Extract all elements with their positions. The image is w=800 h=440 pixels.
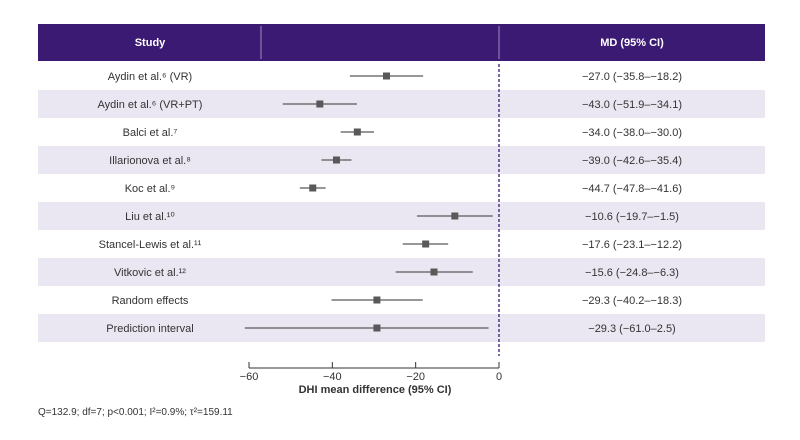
study-label: Aydin et al.⁶ (VR+PT) <box>98 99 203 111</box>
ci-value: −27.0 (−35.8–−18.2) <box>582 71 682 83</box>
study-label: Vitkovic et al.¹² <box>114 267 186 279</box>
study-label: Prediction interval <box>106 323 193 335</box>
study-label: Koc et al.⁹ <box>125 183 176 195</box>
study-row: Liu et al.¹⁰ −10.6 (−19.7–−1.5) <box>125 211 679 223</box>
study-row: Aydin et al.⁶ (VR+PT) −43.0 (−51.9–−34.1) <box>98 99 682 111</box>
point-estimate-marker <box>353 128 361 136</box>
ci-value: −29.3 (−61.0–2.5) <box>588 323 675 335</box>
ci-value: −17.6 (−23.1–−12.2) <box>582 239 682 251</box>
point-estimate-marker <box>451 212 459 220</box>
point-estimate-marker <box>422 240 430 248</box>
ci-value: −43.0 (−51.9–−34.1) <box>582 99 682 111</box>
point-estimate-marker <box>333 156 340 164</box>
ci-value: −44.7 (−47.8–−41.6) <box>582 183 682 195</box>
ci-value: −10.6 (−19.7–−1.5) <box>585 211 679 223</box>
study-label: Stancel-Lewis et al.¹¹ <box>99 239 202 251</box>
point-estimate-marker <box>316 100 324 108</box>
x-tick-label: −60 <box>240 371 259 383</box>
x-tick-label: 0 <box>496 371 502 383</box>
study-row: Stancel-Lewis et al.¹¹ −17.6 (−23.1–−12.2… <box>99 239 682 251</box>
x-tick-label: −20 <box>406 371 425 383</box>
study-label: Aydin et al.⁶ (VR) <box>108 71 192 83</box>
study-row: Prediction interval −29.3 (−61.0–2.5) <box>106 323 675 335</box>
x-axis: −60 −40 −20 0 <box>240 362 502 383</box>
study-label: Illarionova et al.⁸ <box>109 155 191 167</box>
study-label: Balci et al.⁷ <box>123 127 178 139</box>
x-tick-label: −40 <box>323 371 342 383</box>
heterogeneity-footnote: Q=132.9; df=7; p<0.001; I²=0.9%; τ²=159.… <box>38 407 233 418</box>
study-label: Liu et al.¹⁰ <box>125 211 175 223</box>
forest-rows: Aydin et al.⁶ (VR) −27.0 (−35.8–−18.2)Ayd… <box>98 71 682 335</box>
study-row: Balci et al.⁷ −34.0 (−38.0–−30.0) <box>123 127 682 139</box>
point-estimate-marker <box>373 324 381 332</box>
header-md-ci: MD (95% CI) <box>600 37 664 49</box>
header-study: Study <box>135 37 166 49</box>
study-row: Vitkovic et al.¹² −15.6 (−24.8–−6.3) <box>114 267 679 279</box>
row-band <box>38 202 765 230</box>
ci-value: −15.6 (−24.8–−6.3) <box>585 267 679 279</box>
row-band <box>38 146 765 174</box>
x-axis-title: DHI mean difference (95% CI) <box>299 384 452 396</box>
study-row: Aydin et al.⁶ (VR) −27.0 (−35.8–−18.2) <box>108 71 682 83</box>
point-estimate-marker <box>430 268 438 276</box>
study-row: Random effects −29.3 (−40.2–−18.3) <box>112 295 682 307</box>
ci-value: −34.0 (−38.0–−30.0) <box>582 127 682 139</box>
point-estimate-marker <box>383 72 390 80</box>
study-label: Random effects <box>112 295 189 307</box>
table-header-background <box>38 24 765 61</box>
ci-value: −29.3 (−40.2–−18.3) <box>582 295 682 307</box>
study-row: Illarionova et al.⁸ −39.0 (−42.6–−35.4) <box>109 155 682 167</box>
point-estimate-marker <box>309 184 317 192</box>
row-band <box>38 90 765 118</box>
point-estimate-marker <box>373 296 381 304</box>
study-row: Koc et al.⁹ −44.7 (−47.8–−41.6) <box>125 183 682 195</box>
ci-value: −39.0 (−42.6–−35.4) <box>582 155 682 167</box>
